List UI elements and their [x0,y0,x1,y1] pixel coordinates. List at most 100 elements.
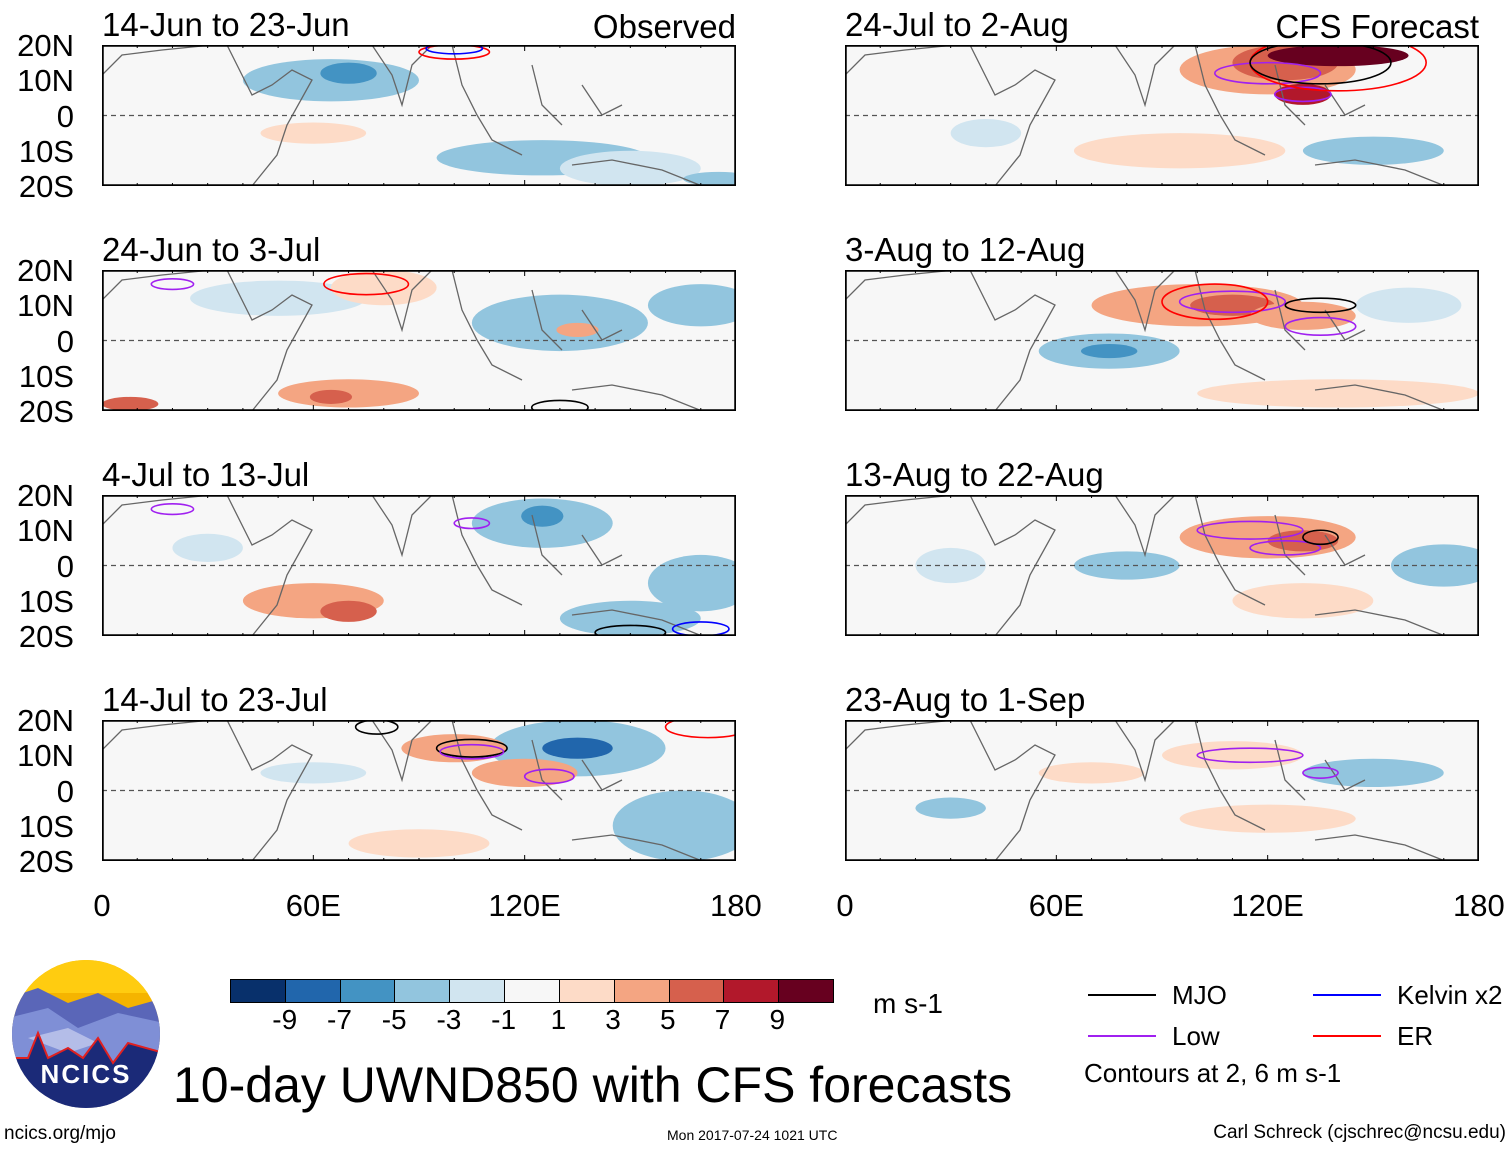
filtered-contour [1249,45,1392,85]
filtered-contour [1249,540,1322,556]
colorbar-tick-label: -9 [272,1004,298,1035]
filtered-contour [453,517,491,530]
filtered-contour [418,45,491,60]
wind-anomaly-region [1190,294,1275,316]
wind-anomaly-region [190,280,367,316]
lat-tick-label: 20S [18,619,74,655]
legend-line-swatch [1088,994,1156,996]
wind-anomaly-region [102,396,159,411]
legend-label: Low [1172,1021,1220,1051]
colorbar-tick-label: -3 [436,1004,462,1035]
colorbar-tick-label: -1 [491,1004,517,1035]
lat-tick-label: 10S [18,133,74,169]
filtered-contour [530,399,589,411]
filtered-contour [150,503,195,516]
colorbar-swatch [778,980,833,1002]
filtered-contour [1196,747,1304,764]
wind-anomaly-region [1302,136,1444,165]
filtered-contour [523,768,575,785]
panel-title: 4-Jul to 13-Jul [102,456,310,493]
filtered-contour [1161,283,1269,321]
footer-url[interactable]: ncics.org/mjo [4,1123,116,1144]
lat-tick-label: 0 [56,548,74,584]
wind-anomaly-region [320,600,377,622]
lat-tick-label: 10S [18,808,74,844]
lat-tick-label: 20N [17,28,74,63]
colorbar-tick-label: 1 [550,1004,567,1035]
colorbar-swatch [449,980,505,1002]
lat-tick-label: 20S [18,394,74,430]
coastline [102,45,703,186]
footer-timestamp: Mon 2017-07-24 1021 UTC [667,1127,838,1143]
panel-source-label: Observed [592,8,736,45]
wind-anomaly-region [1274,83,1332,105]
filtered-contour [1196,520,1304,540]
svg-text:NCICS: NCICS [41,1059,132,1089]
panel-title: 3-Aug to 12-Aug [845,231,1086,268]
filtered-contour [1214,61,1322,85]
colorbar-swatch [613,980,669,1002]
wind-anomaly-region [1355,287,1462,323]
wind-anomaly-region [172,533,243,562]
anomaly-map [102,45,736,186]
lon-tick-label: 0 [836,888,854,923]
filtered-contour [1302,529,1339,546]
anomaly-map [845,720,1479,861]
contour-note: Contours at 2, 6 m s-1 [1084,1058,1342,1088]
filtered-contour [1284,316,1357,337]
colorbar-swatch [558,980,614,1002]
filtered-contour [425,45,484,55]
panel-title: 24-Jul to 2-Aug [845,6,1069,43]
legend-label: Kelvin x2 [1397,980,1503,1010]
lat-tick-label: 10S [18,583,74,619]
anomaly-map [845,495,1479,636]
wind-anomaly-region [556,322,599,337]
legend-line-swatch [1313,1035,1381,1037]
colorbar-swatch [668,980,724,1002]
lat-tick-label: 10N [17,738,74,774]
panel-title: 23-Aug to 1-Sep [845,681,1086,718]
anomaly-map [845,270,1479,411]
filtered-contour [323,272,410,296]
wind-anomaly-region [320,62,377,84]
wind-anomaly-region [1302,758,1444,787]
colorbar-tick-label: 9 [769,1004,786,1035]
lat-tick-label: 20N [17,703,74,738]
wind-anomaly-region [1080,344,1138,359]
footer-credit: Carl Schreck (cjschrec@ncsu.edu) [1213,1122,1506,1143]
panel-title: 24-Jun to 3-Jul [102,231,321,268]
legend-label: ER [1397,1021,1434,1051]
colorbar-swatch [231,980,285,1002]
anomaly-map [102,270,736,411]
wind-anomaly-region [471,758,578,787]
colorbar-swatch [339,980,395,1002]
wind-anomaly-region [683,171,736,186]
lat-tick-label: 20N [17,478,74,513]
wind-anomaly-region [471,294,648,352]
colorbar-units: m s-1 [873,988,943,1019]
lon-tick-label: 180 [1453,888,1505,923]
colorbar [230,979,834,1003]
colorbar-swatch [394,980,450,1002]
wind-anomaly-region [521,505,564,527]
wind-anomaly-region [1038,762,1145,784]
wind-anomaly-region [542,737,613,759]
wind-anomaly-region [559,150,701,186]
colorbar-swatch [284,980,340,1002]
legend-label: MJO [1172,980,1227,1010]
wind-anomaly-region [401,734,508,763]
lat-tick-label: 20S [18,844,74,880]
figure-title: 10-day UWND850 with CFS forecasts [173,1057,1013,1113]
lat-tick-label: 0 [56,323,74,359]
filtered-contour [150,278,195,291]
filtered-contour [1302,766,1339,779]
colorbar-tick-label: -5 [381,1004,407,1035]
panel-source-label: CFS Forecast [1275,8,1479,45]
filtered-contour [664,720,736,739]
wind-anomaly-region [1179,804,1356,833]
wind-anomaly-region [647,284,736,327]
coastline [845,45,1446,186]
lat-tick-label: 10N [17,63,74,99]
lat-tick-label: 20S [18,169,74,205]
